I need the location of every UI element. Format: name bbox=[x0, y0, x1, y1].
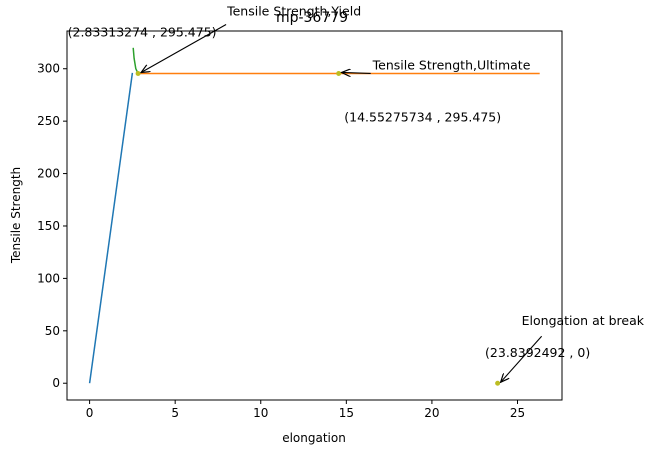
x-tick-label: 15 bbox=[339, 406, 354, 420]
x-tick-label: 10 bbox=[253, 406, 268, 420]
x-tick-label: 5 bbox=[171, 406, 179, 420]
y-tick-label: 150 bbox=[37, 219, 60, 233]
annotation-arrow bbox=[342, 72, 371, 73]
series-line-1 bbox=[88, 72, 134, 384]
y-tick-label: 200 bbox=[37, 167, 60, 181]
annotation-arrow bbox=[141, 24, 227, 72]
annotation-label: Tensile Strength,Ultimate bbox=[372, 57, 531, 72]
plot-frame bbox=[66, 30, 563, 401]
annotation-arrow bbox=[501, 335, 543, 382]
x-axis-label: elongation bbox=[282, 431, 346, 445]
series-line-3 bbox=[132, 47, 139, 74]
data-point bbox=[495, 380, 501, 386]
x-tick-label: 0 bbox=[86, 406, 94, 420]
annotation-coords: (23.8392492 , 0) bbox=[485, 345, 590, 360]
y-tick-label: 100 bbox=[37, 271, 60, 285]
y-tick-label: 250 bbox=[37, 114, 60, 128]
x-tick-label: 20 bbox=[424, 406, 439, 420]
x-tick-label: 25 bbox=[510, 406, 525, 420]
y-tick-label: 50 bbox=[45, 324, 60, 338]
annotation-coords: (2.83313274 , 295.475) bbox=[68, 24, 217, 39]
annotation-label: Elongation at break bbox=[522, 313, 645, 328]
chart-title: mp-36779 bbox=[276, 10, 348, 26]
annotation-coords: (14.55275734 , 295.475) bbox=[344, 109, 501, 124]
y-tick-label: 300 bbox=[37, 62, 60, 76]
data-point bbox=[336, 70, 342, 76]
annotation-label: Tensile Strength,Yield bbox=[226, 3, 361, 18]
data-point bbox=[135, 70, 141, 76]
y-tick-label: 0 bbox=[52, 376, 60, 390]
y-axis-label: Tensile Strength bbox=[9, 167, 23, 264]
